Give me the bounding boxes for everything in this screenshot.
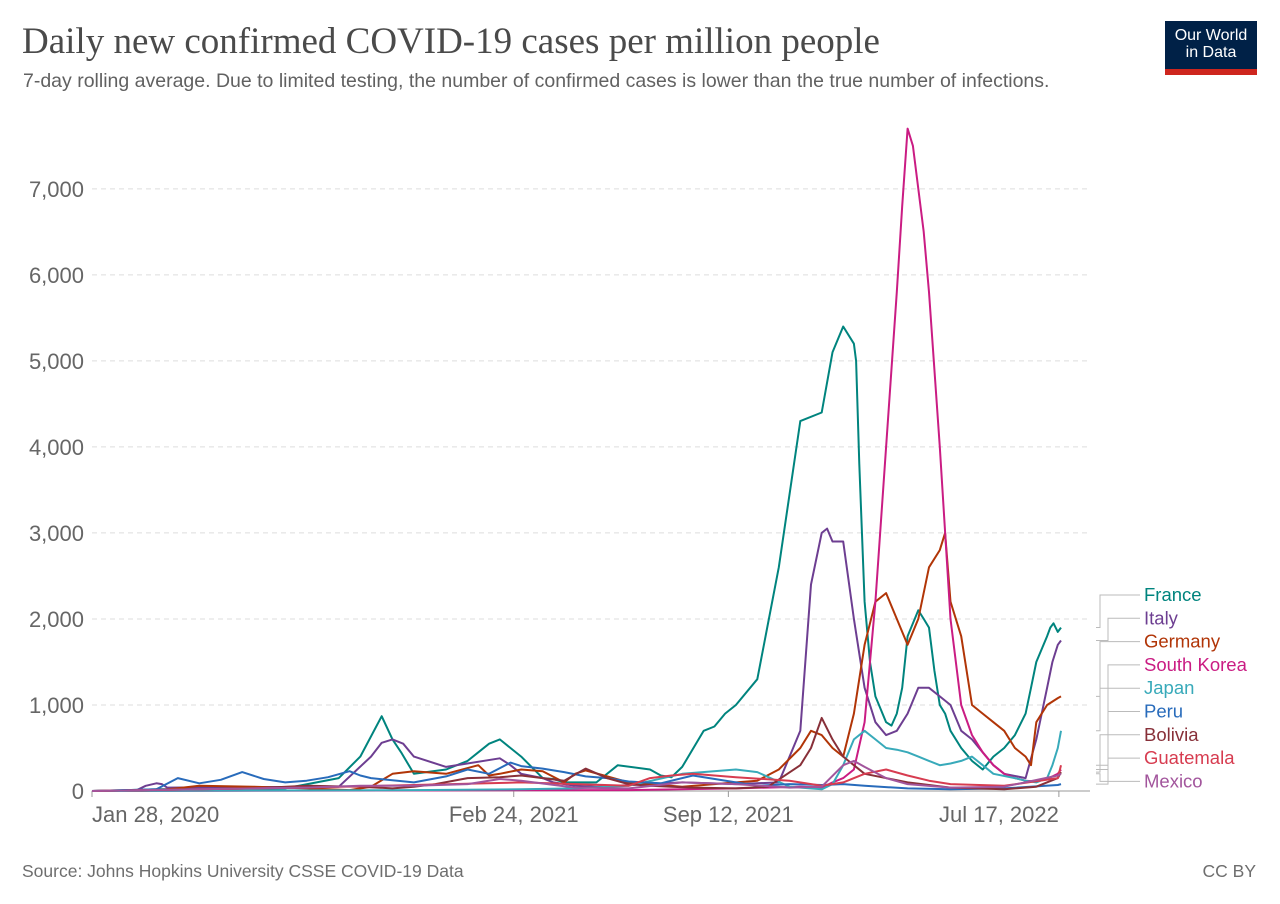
legend-item-japan[interactable]: Japan [1144, 677, 1194, 698]
legend-item-bolivia[interactable]: Bolivia [1144, 724, 1199, 745]
y-axis: 0 1,000 2,000 3,000 4,000 5,000 6,000 7,000 [29, 177, 84, 804]
legend-connector [1096, 757, 1140, 766]
chart-title: Daily new confirmed COVID-19 cases per m… [22, 21, 880, 62]
legend-connector [1096, 773, 1140, 782]
logo-line1: Our World [1174, 27, 1248, 44]
y-tick-label: 3,000 [29, 521, 84, 546]
y-tick-label: 5,000 [29, 349, 84, 374]
x-tick-label: Sep 12, 2021 [663, 802, 794, 827]
legend-connector [1096, 641, 1140, 697]
legend-item-peru[interactable]: Peru [1144, 701, 1183, 722]
series-line-bolivia[interactable] [91, 716, 1062, 792]
series-line-peru[interactable] [91, 761, 1062, 792]
x-axis: Jan 28, 2020 Feb 24, 2021 Sep 12, 2021 Jul … [91, 790, 1090, 827]
source-note[interactable]: Source: Johns Hopkins University CSSE CO… [22, 861, 464, 881]
legend-connector [1096, 711, 1140, 785]
y-tick-label: 7,000 [29, 177, 84, 202]
x-tick-label: Jul 17, 2022 [939, 802, 1059, 827]
series-line-mexico[interactable] [91, 759, 1062, 792]
legend-item-italy[interactable]: Italy [1144, 607, 1179, 628]
x-tick-label: Jan 28, 2020 [92, 802, 219, 827]
legend-connector [1096, 617, 1140, 641]
legend-item-mexico[interactable]: Mexico [1144, 770, 1203, 791]
legend-connector [1096, 594, 1140, 629]
series-lines[interactable] [91, 127, 1062, 792]
series-line-italy[interactable] [92, 527, 1062, 792]
owid-logo[interactable]: Our World in Data [1165, 21, 1257, 75]
y-tick-label: 0 [72, 779, 84, 804]
legend-item-guatemala[interactable]: Guatemala [1144, 747, 1235, 768]
y-tick-label: 1,000 [29, 693, 84, 718]
license-link[interactable]: CC BY [1202, 861, 1256, 881]
logo-line2: in Data [1185, 44, 1237, 61]
logo-bar [1165, 69, 1257, 75]
legend-connector [1096, 687, 1140, 732]
chart-subtitle: 7-day rolling average. Due to limited te… [23, 70, 1050, 92]
x-tick-label: Feb 24, 2021 [449, 802, 579, 827]
legend-connector [1096, 664, 1140, 770]
legend-connector [1096, 734, 1140, 773]
y-tick-label: 4,000 [29, 435, 84, 460]
legend-item-france[interactable]: France [1144, 584, 1202, 605]
y-tick-label: 6,000 [29, 263, 84, 288]
series-line-france[interactable] [91, 325, 1062, 792]
legend-item-south-korea[interactable]: South Korea [1144, 654, 1248, 675]
series-line-germany[interactable] [91, 531, 1062, 792]
series-line-japan[interactable] [91, 729, 1062, 792]
legend-item-germany[interactable]: Germany [1144, 631, 1221, 652]
y-tick-label: 2,000 [29, 607, 84, 632]
